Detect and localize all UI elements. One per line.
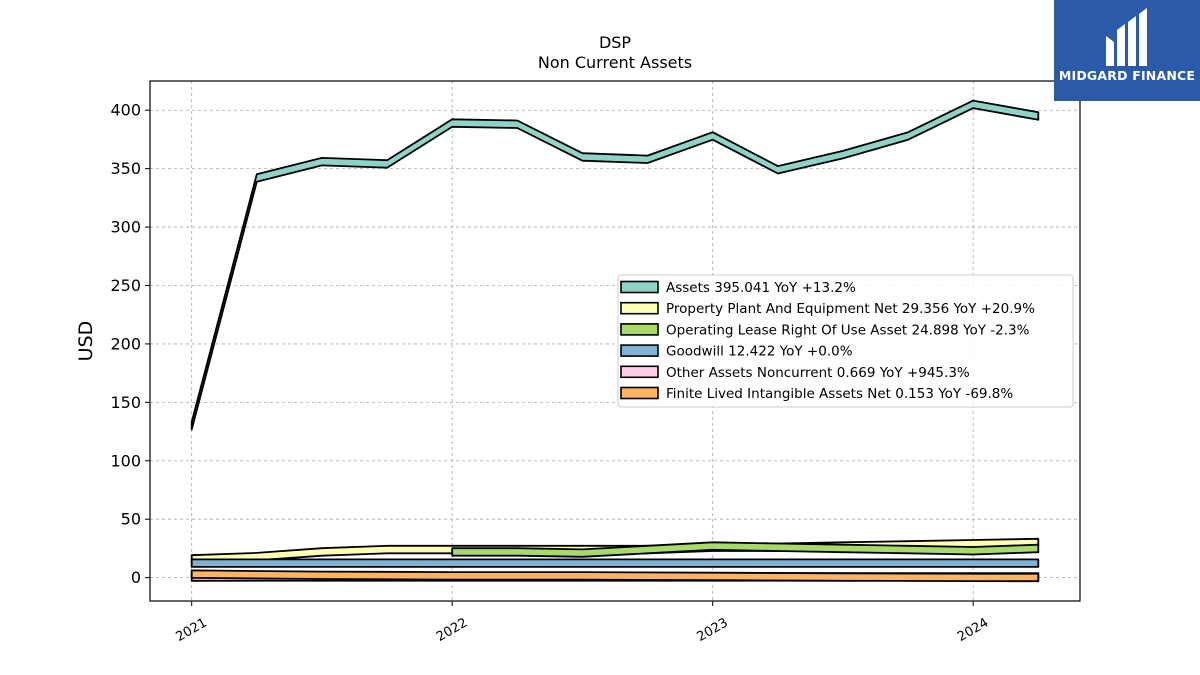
legend-entry: Goodwill 12.422 YoY +0.0% [666, 344, 853, 360]
legend-box [617, 274, 1074, 408]
x-axis: 2021 2022 2023 2024 [174, 601, 991, 645]
brand-logo: MIDGARD FINANCE [1054, 0, 1200, 101]
y-tick-label: 250 [110, 276, 141, 295]
legend-entry: Finite Lived Intangible Assets Net 0.153… [666, 386, 1013, 402]
series-assets [190, 99, 1040, 431]
chart-subtitle: Non Current Assets [538, 53, 692, 72]
y-tick-label: 150 [110, 393, 141, 412]
series-operating-lease-right-of-use-asset [451, 541, 1040, 558]
series-goodwill [190, 558, 1040, 568]
legend-entry: Property Plant And Equipment Net 29.356 … [666, 301, 1035, 317]
legend-swatch [620, 365, 659, 379]
y-tick-label: 400 [110, 101, 141, 120]
x-tick-label: 2023 [695, 615, 731, 645]
y-axis-label: USD [75, 321, 97, 362]
y-tick-label: 100 [110, 451, 141, 470]
legend-entry: Operating Lease Right Of Use Asset 24.89… [666, 322, 1030, 338]
x-tick-label: 2022 [434, 615, 470, 645]
plot-frame [149, 80, 1081, 602]
series-layer [190, 99, 1040, 583]
brand-name: MIDGARD FINANCE [1058, 68, 1196, 83]
y-tick-label: 50 [121, 510, 141, 529]
chart-title: DSP [599, 33, 631, 52]
legend-swatch [620, 301, 659, 315]
brand-mark-icon [1106, 8, 1147, 66]
legend: Assets 395.041 YoY +13.2% Property Plant … [617, 274, 1074, 408]
legend-entry: Other Assets Noncurrent 0.669 YoY +945.3… [666, 365, 970, 381]
legend-swatch [620, 280, 659, 294]
legend-swatch [620, 344, 659, 357]
y-tick-label: 0 [131, 568, 141, 587]
series-finite-lived-intangible-assets-net [190, 569, 1040, 583]
y-axis: 0 50 100 150 200 250 300 350 400 [110, 101, 150, 587]
legend-swatch [620, 323, 659, 336]
y-tick-label: 350 [110, 159, 141, 178]
x-tick-label: 2021 [174, 615, 210, 645]
legend-entry: Assets 395.041 YoY +13.2% [666, 280, 856, 296]
legend-swatch [620, 386, 659, 400]
y-tick-label: 200 [110, 334, 141, 353]
x-tick-label: 2024 [955, 615, 991, 645]
y-tick-label: 300 [110, 218, 141, 237]
